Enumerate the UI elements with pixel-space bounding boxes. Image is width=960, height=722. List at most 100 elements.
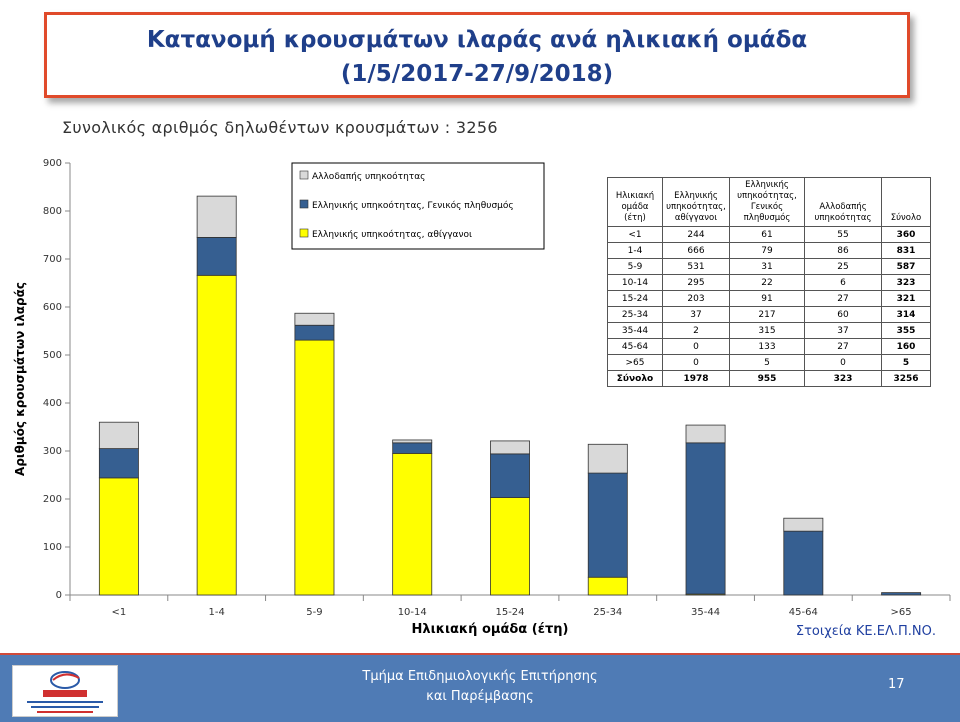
table-cell: 2 xyxy=(662,322,730,339)
table-row: 1-4 666 79 86 831 xyxy=(607,242,931,259)
table-cell: 831 xyxy=(881,242,931,259)
bar-segment xyxy=(294,312,335,326)
x-tick-label: 10-14 xyxy=(398,607,427,618)
table-cell: >65 xyxy=(607,354,663,371)
table-cell: 86 xyxy=(804,242,882,259)
y-tick-label: 400 xyxy=(43,398,62,409)
footer-department: Τμήμα Επιδημιολογικής Επιτήρησης xyxy=(362,669,598,684)
bar-segment xyxy=(490,453,530,498)
y-tick-label: 100 xyxy=(43,542,62,553)
table-cell: 323 xyxy=(881,274,931,291)
table-cell: 217 xyxy=(729,306,805,323)
table-row: 15-24 203 91 27 321 xyxy=(607,290,931,307)
bar-segment xyxy=(685,424,726,444)
page-title-period: (1/5/2017-27/9/2018) xyxy=(340,61,614,87)
table-cell: Σύνολο xyxy=(607,370,663,387)
table-cell: 203 xyxy=(662,290,730,307)
bar-segment xyxy=(294,339,335,596)
table-cell: <1 xyxy=(607,226,663,243)
table-cell: 31 xyxy=(729,258,805,275)
table-header-cell: Σύνολο xyxy=(881,177,931,227)
table-cell: 25-34 xyxy=(607,306,663,323)
y-tick-label: 900 xyxy=(43,158,62,169)
table-cell: 321 xyxy=(881,290,931,307)
footer-bar: Τμήμα Επιδημιολογικής Επιτήρησης και Παρ… xyxy=(0,653,960,722)
table-cell: 955 xyxy=(729,370,805,387)
table-cell: 531 xyxy=(662,258,730,275)
table-cell: 22 xyxy=(729,274,805,291)
table-cell: 360 xyxy=(881,226,931,243)
table-cell: 666 xyxy=(662,242,730,259)
bar-segment xyxy=(196,274,237,596)
table-cell: 61 xyxy=(729,226,805,243)
table-cell: 0 xyxy=(662,354,730,371)
table-header-cell: Αλλοδαπής υπηκοότητας xyxy=(804,177,882,227)
table-cell: 6 xyxy=(804,274,882,291)
table-cell: 45-64 xyxy=(607,338,663,355)
legend-box xyxy=(291,162,545,250)
table-row: 35-44 2 315 37 355 xyxy=(607,322,931,339)
table-cell: 323 xyxy=(804,370,882,387)
table-row: 10-14 295 22 6 323 xyxy=(607,274,931,291)
legend-swatch xyxy=(299,199,309,209)
table-cell: 27 xyxy=(804,338,882,355)
table-header-cell: Ελληνικής υπηκοότητας, Γενικός πληθυσμός xyxy=(729,177,805,227)
table-row: 25-34 37 217 60 314 xyxy=(607,306,931,323)
y-tick-label: 300 xyxy=(43,446,62,457)
x-tick-label: 5-9 xyxy=(306,607,322,618)
y-axis-title: Αριθμός κρουσμάτων ιλαράς xyxy=(13,282,27,476)
table-cell: 37 xyxy=(662,306,730,323)
bar-segment xyxy=(490,497,530,596)
footer-department-sub: και Παρέμβασης xyxy=(426,689,534,704)
legend-label: Ελληνικής υπηκοότητας, Γενικός πληθυσμός xyxy=(312,200,514,211)
table-cell: 55 xyxy=(804,226,882,243)
table-row: <1 244 61 55 360 xyxy=(607,226,931,243)
table-cell: 79 xyxy=(729,242,805,259)
table-cell: 0 xyxy=(804,354,882,371)
table-cell: 5 xyxy=(881,354,931,371)
y-tick-label: 700 xyxy=(43,254,62,265)
legend-label: Αλλοδαπής υπηκοότητας xyxy=(312,171,425,182)
y-tick-label: 0 xyxy=(56,590,62,601)
bar-segment xyxy=(783,530,824,596)
x-tick-label: 15-24 xyxy=(495,607,524,618)
table-cell: 37 xyxy=(804,322,882,339)
data-source: Στοιχεία ΚΕ.ΕΛ.Π.ΝΟ. xyxy=(795,624,936,639)
legend-swatch xyxy=(299,170,309,180)
y-tick-label: 800 xyxy=(43,206,62,217)
keelpno-logo xyxy=(12,665,118,717)
table-header-cell: Ελληνικής υπηκοότητας, αθίγγανοι xyxy=(662,177,730,227)
table-cell: 315 xyxy=(729,322,805,339)
x-tick-label: 1-4 xyxy=(208,607,224,618)
x-tick-label: 45-64 xyxy=(789,607,818,618)
table-cell: 91 xyxy=(729,290,805,307)
table-row: 45-64 0 133 27 160 xyxy=(607,338,931,355)
table-row: 5-9 531 31 25 587 xyxy=(607,258,931,275)
total-cases-subtitle: Συνολικός αριθμός δηλωθέντων κρουσμάτων … xyxy=(62,118,498,137)
table-cell: 0 xyxy=(662,338,730,355)
legend-label: Ελληνικής υπηκοότητας, αθίγγανοι xyxy=(312,229,472,240)
y-tick-label: 200 xyxy=(43,494,62,505)
cases-table: Ηλικιακή ομάδα (έτη) Ελληνικής υπηκοότητ… xyxy=(607,177,931,387)
table-cell: 15-24 xyxy=(607,290,663,307)
page-title: Κατανομή κρουσμάτων ιλαράς ανά ηλικιακή … xyxy=(146,27,808,53)
bar-segment xyxy=(196,195,237,238)
bar-segment xyxy=(392,452,433,596)
x-tick-label: <1 xyxy=(112,607,127,618)
bar-segment xyxy=(685,442,726,595)
table-cell: 355 xyxy=(881,322,931,339)
bar-segment xyxy=(392,439,433,444)
table-cell: 160 xyxy=(881,338,931,355)
table-cell: 1978 xyxy=(662,370,730,387)
bar-segment xyxy=(98,448,139,479)
table-cell: 27 xyxy=(804,290,882,307)
table-cell: 314 xyxy=(881,306,931,323)
bar-segment xyxy=(98,421,139,450)
table-row: >65 0 5 0 5 xyxy=(607,354,931,371)
bar-segment xyxy=(783,517,824,532)
y-tick-label: 500 xyxy=(43,350,62,361)
bar-segment xyxy=(881,592,922,596)
x-tick-label: 35-44 xyxy=(691,607,720,618)
bar-segment xyxy=(587,472,628,578)
